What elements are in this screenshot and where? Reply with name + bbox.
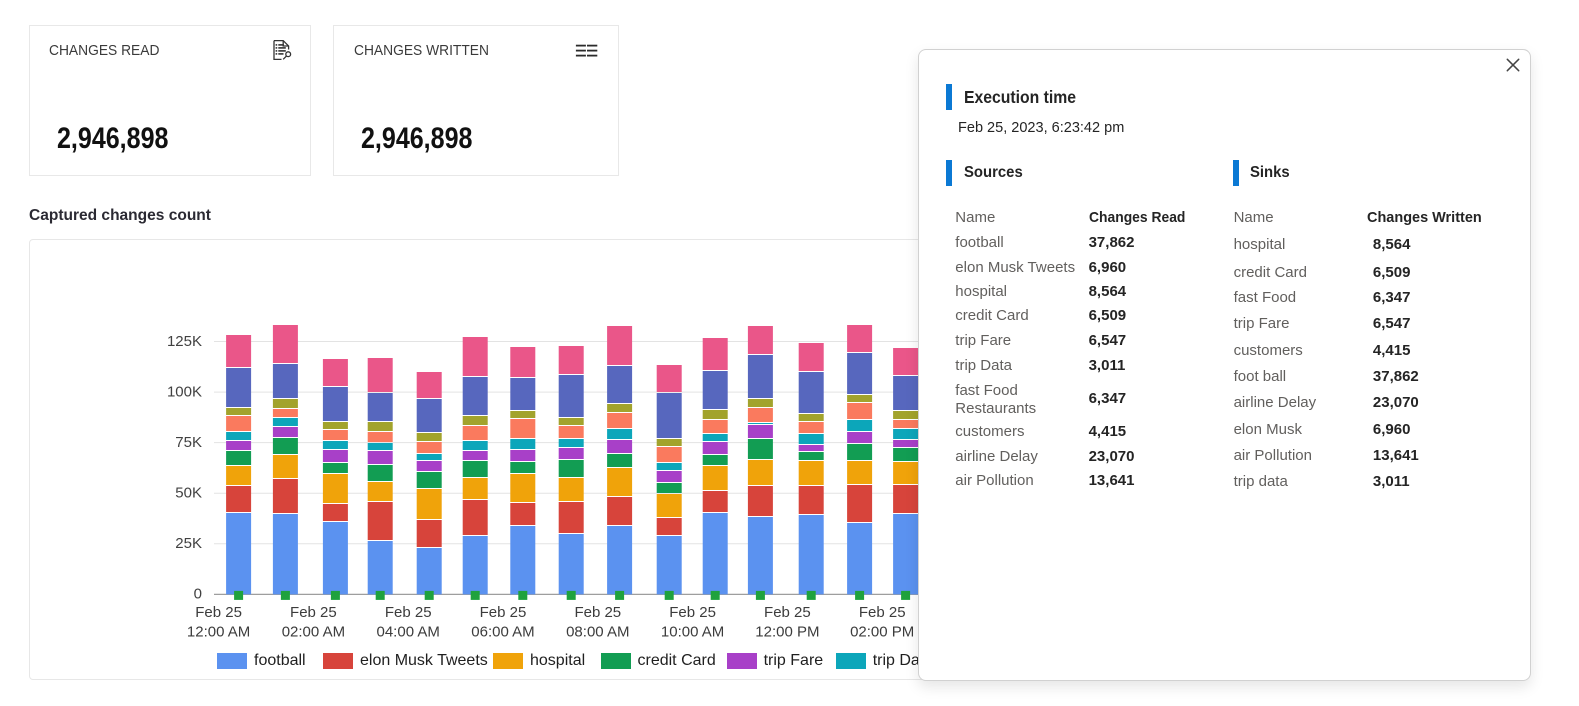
svg-text:Feb 25: Feb 25	[195, 604, 242, 621]
svg-text:Feb 25: Feb 25	[859, 604, 906, 621]
svg-text:100K: 100K	[167, 383, 202, 400]
svg-text:Feb 25: Feb 25	[669, 604, 716, 621]
svg-text:12:00 PM: 12:00 PM	[755, 623, 819, 640]
svg-text:08:00 AM: 08:00 AM	[566, 623, 629, 640]
svg-text:10:00 AM: 10:00 AM	[661, 623, 724, 640]
svg-text:02:00 AM: 02:00 AM	[282, 623, 345, 640]
svg-text:Feb 25: Feb 25	[385, 604, 432, 621]
svg-text:12:00 AM: 12:00 AM	[187, 623, 250, 640]
svg-text:Feb 25: Feb 25	[290, 604, 337, 621]
svg-text:06:00 AM: 06:00 AM	[471, 623, 534, 640]
svg-text:0: 0	[194, 586, 202, 603]
svg-text:125K: 125K	[167, 333, 202, 350]
svg-text:50K: 50K	[175, 485, 202, 502]
svg-text:Feb 25: Feb 25	[764, 604, 811, 621]
svg-text:Feb 25: Feb 25	[480, 604, 527, 621]
svg-text:75K: 75K	[175, 434, 202, 451]
svg-text:Feb 25: Feb 25	[574, 604, 621, 621]
svg-text:02:00 PM: 02:00 PM	[850, 623, 914, 640]
svg-text:25K: 25K	[175, 535, 202, 552]
svg-text:04:00 AM: 04:00 AM	[377, 623, 440, 640]
